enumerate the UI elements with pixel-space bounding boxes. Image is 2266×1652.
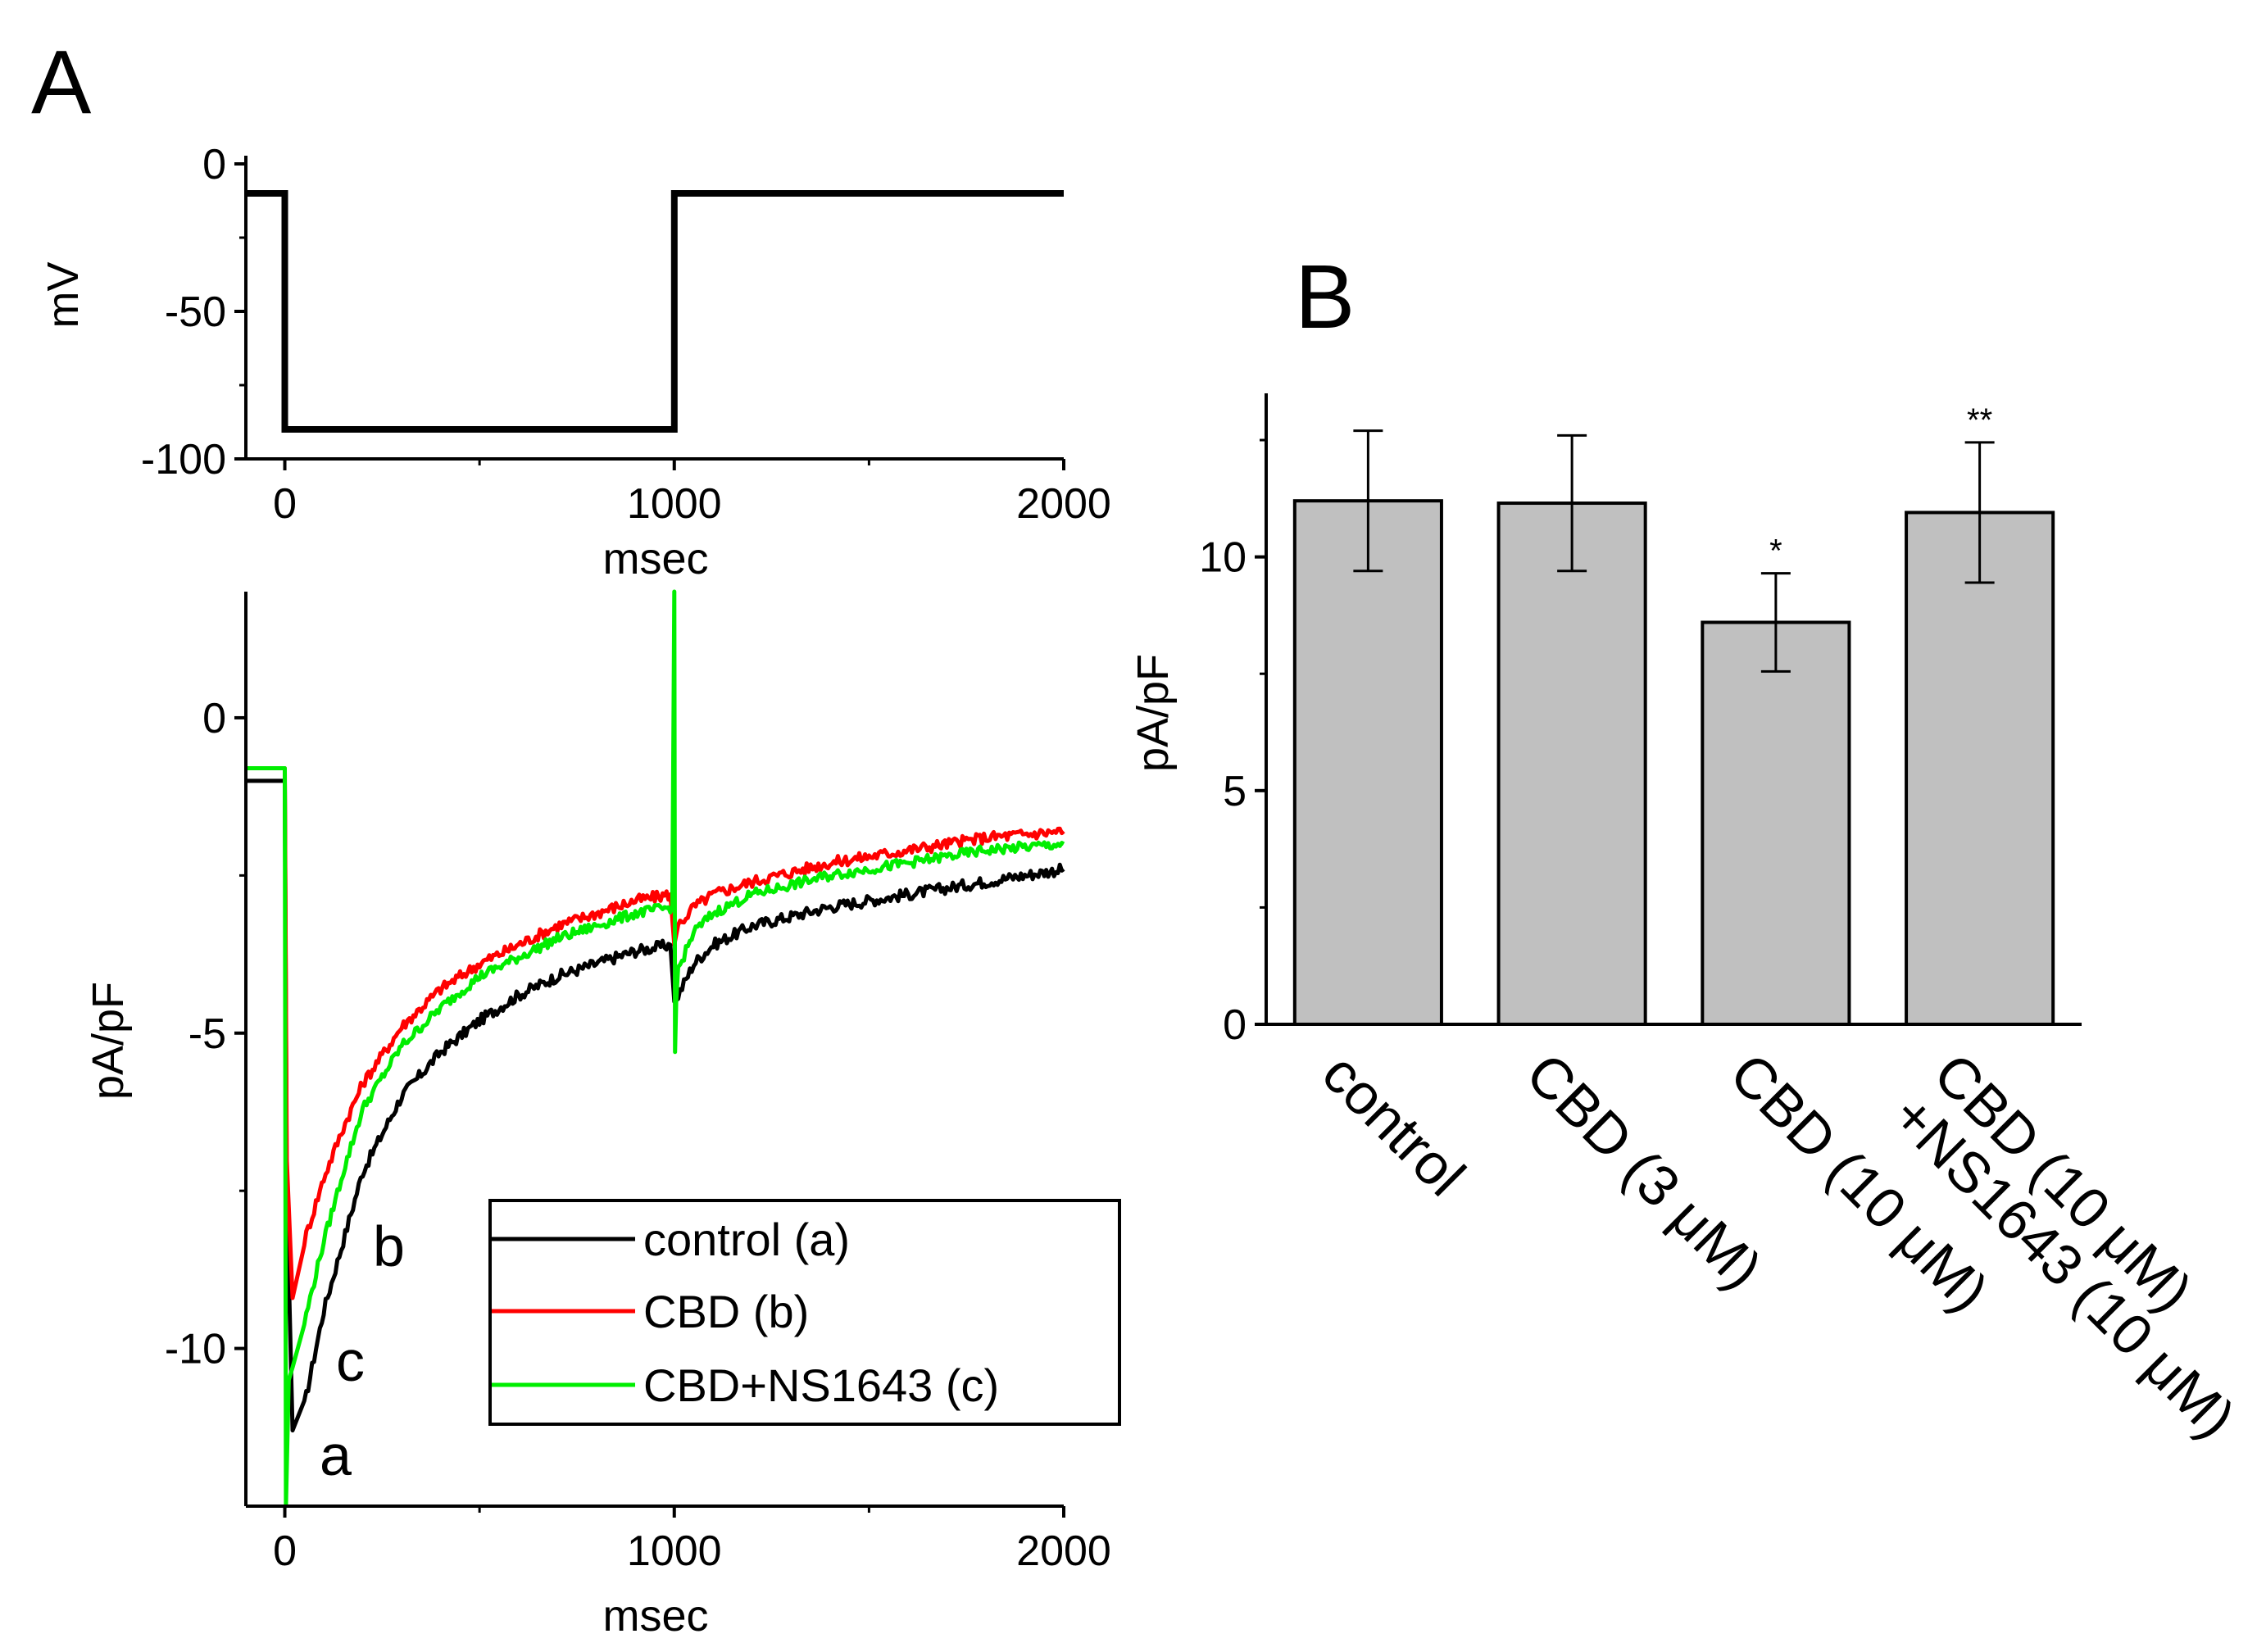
bar bbox=[1292, 499, 1443, 1026]
category-label-line: control bbox=[1310, 1041, 1478, 1208]
current-trace-c bbox=[245, 589, 1065, 1509]
current-x-tick-label: 2000 bbox=[1016, 1527, 1111, 1575]
voltage-y-axis-title: mV bbox=[39, 262, 88, 329]
voltage-y-tick-label: -50 bbox=[165, 288, 226, 336]
voltage-x-tick-label: 0 bbox=[273, 480, 297, 528]
panel-b-letter: B bbox=[1295, 247, 1355, 347]
current-trace-b bbox=[245, 766, 1065, 1300]
voltage-ticks: 0 1000 2000 0 -50 -100 bbox=[141, 141, 1111, 528]
curve-label-a: a bbox=[320, 1423, 352, 1487]
current-y-axis-title: pA/pF bbox=[84, 982, 133, 1100]
voltage-axes bbox=[244, 156, 1064, 461]
bar bbox=[1905, 511, 2055, 1026]
bar bbox=[1701, 620, 1851, 1027]
bar-axes bbox=[1265, 393, 2082, 1026]
bar-y-axis-title: pA/pF bbox=[1128, 654, 1178, 772]
voltage-x-axis-title: msec bbox=[602, 534, 708, 583]
bars: *** bbox=[1292, 402, 2055, 1027]
current-trace-a bbox=[245, 778, 1065, 1433]
legend: control (a) CBD (b) CBD+NS1643 (c) bbox=[488, 1199, 1121, 1426]
current-x-axis-title: msec bbox=[602, 1591, 708, 1641]
voltage-y-tick-label: 0 bbox=[202, 141, 226, 188]
category-label: control bbox=[1310, 1041, 1478, 1208]
voltage-trace bbox=[246, 190, 1064, 433]
current-x-tick-label: 1000 bbox=[627, 1527, 722, 1575]
bar-y-tick-label: 5 bbox=[1223, 768, 1247, 815]
significance-marker: ** bbox=[1967, 402, 1992, 438]
voltage-x-tick-label: 1000 bbox=[627, 480, 722, 528]
current-traces-plot: 0 1000 2000 0 -5 -10 msec pA/pF a bc control (… bbox=[84, 589, 1121, 1641]
significance-marker: * bbox=[1769, 533, 1782, 570]
legend-entry-control: control (a) bbox=[643, 1214, 850, 1265]
current-y-tick-label: 0 bbox=[202, 695, 226, 742]
bar-y-tick-label: 0 bbox=[1223, 1001, 1247, 1049]
bar bbox=[1496, 502, 1647, 1026]
current-y-tick-label: -5 bbox=[188, 1010, 226, 1058]
voltage-y-tick-label: -100 bbox=[141, 436, 226, 483]
category-labels: control CBD (3 μM)CBD (10 μM)CBD (10 μM)+… bbox=[1310, 1041, 2248, 1450]
legend-entry-cbd: CBD (b) bbox=[643, 1286, 809, 1337]
legend-entry-cbd-ns1643: CBD+NS1643 (c) bbox=[643, 1359, 999, 1411]
curve-label-b: b bbox=[373, 1214, 405, 1278]
current-axes bbox=[244, 592, 1064, 1508]
panel-a-letter: A bbox=[31, 32, 92, 133]
bar-ticks: 0 5 10 bbox=[1199, 438, 1266, 1049]
curve-label-c: c bbox=[336, 1329, 365, 1393]
current-y-tick-label: -10 bbox=[165, 1326, 226, 1373]
voltage-series bbox=[246, 190, 1064, 433]
current-series bbox=[245, 589, 1065, 1509]
bar-y-tick-label: 10 bbox=[1199, 534, 1247, 582]
curve-labels: a bc bbox=[320, 1214, 405, 1487]
voltage-x-tick-label: 2000 bbox=[1016, 480, 1111, 528]
current-x-tick-label: 0 bbox=[273, 1527, 297, 1575]
voltage-protocol-plot: 0 1000 2000 0 -50 -100 msec mV bbox=[39, 141, 1111, 583]
current-ticks: 0 1000 2000 0 -5 -10 bbox=[165, 695, 1111, 1575]
